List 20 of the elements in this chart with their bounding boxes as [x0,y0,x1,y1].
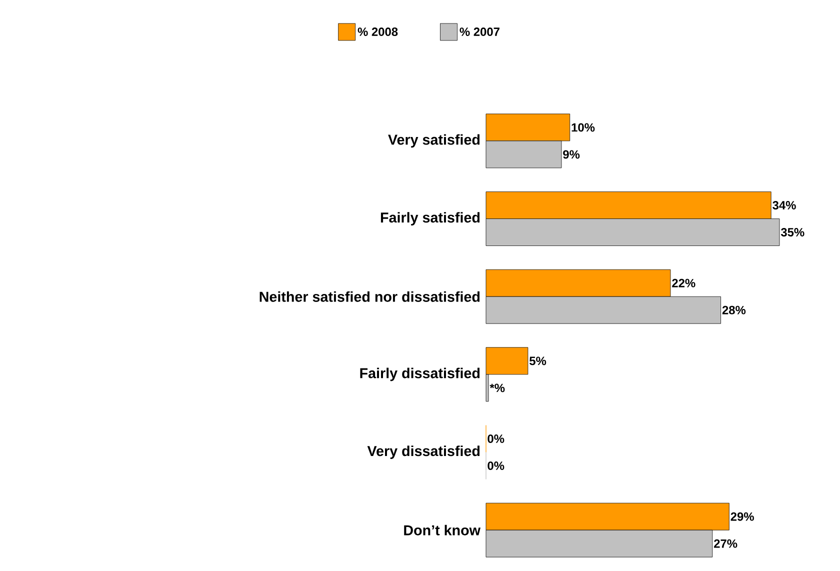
data-label: 29% [730,512,754,521]
legend-label: % 2008 [358,28,398,36]
data-label: 28% [722,306,746,314]
data-label: 5% [530,356,546,366]
y-tick-label: Don’t know [404,524,481,536]
legend-label: % 2007 [460,28,500,36]
data-label: 27% [714,539,738,548]
y-tick-label: Very satisfied [388,134,480,148]
y-tick-label: Fairly dissatisfied [360,368,480,382]
data-label: 0% [488,434,504,443]
data-label: 22% [672,278,696,288]
data-label: 35% [780,228,804,236]
y-tick-label: Fairly satisfied [380,212,480,226]
data-label: *% [490,384,505,392]
data-label: 10% [572,123,595,132]
y-tick-label: Very dissatisfied [367,446,480,459]
data-label: 9% [563,150,580,159]
y-tick-label: Neither satisfied nor dissatisfied [260,291,480,302]
data-label: 0% [488,462,504,470]
data-label: 34% [772,201,796,210]
